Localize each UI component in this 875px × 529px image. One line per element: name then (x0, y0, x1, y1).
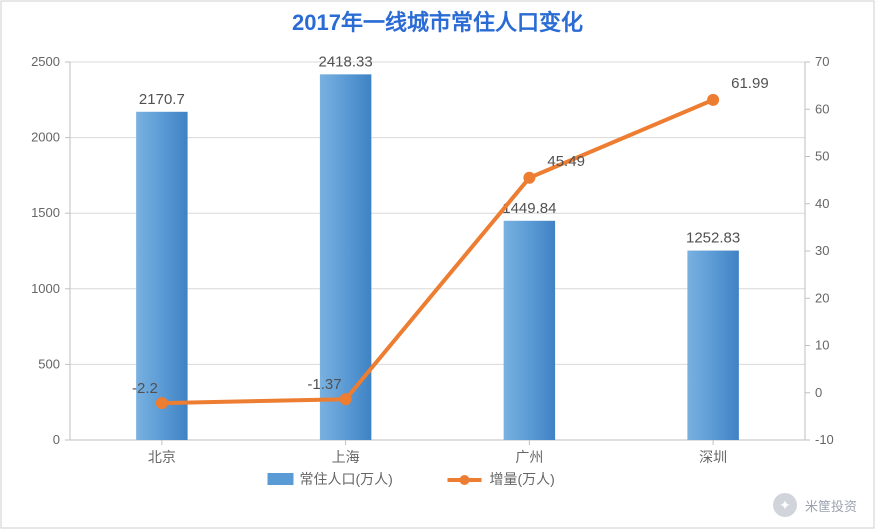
y-left-tick: 1500 (31, 205, 60, 220)
y-right-tick: 20 (815, 290, 829, 305)
category-label: 北京 (148, 449, 176, 465)
y-left-tick: 2500 (31, 54, 60, 69)
y-right-tick: 0 (815, 385, 822, 400)
y-left-tick: 2000 (31, 130, 60, 145)
bar (504, 221, 555, 440)
y-right-tick: 50 (815, 149, 829, 164)
line-marker (707, 94, 719, 106)
line-label: -2.2 (132, 380, 158, 397)
y-right-tick: -10 (815, 432, 834, 447)
y-right-tick: 70 (815, 54, 829, 69)
y-right-tick: 60 (815, 101, 829, 116)
chart-container: 2017年一线城市常住人口变化 0 500 1000 1500 2000 2500 -10 0 1… (0, 0, 875, 529)
footer-text: 米筐投资 (805, 496, 857, 515)
y-right-tick: 30 (815, 243, 829, 258)
line-series (162, 100, 713, 403)
wechat-icon: ✦ (773, 493, 797, 517)
line-label: 45.49 (547, 153, 585, 170)
category-label: 上海 (332, 449, 360, 465)
y-left-tick: 1000 (31, 281, 60, 296)
footer-watermark: ✦ 米筐投资 (773, 493, 857, 517)
bar (687, 251, 738, 440)
line-marker (156, 397, 168, 409)
y-left-tick: 0 (53, 432, 60, 447)
category-label: 深圳 (699, 449, 727, 465)
line-marker (340, 393, 352, 405)
bar-label: 1252.83 (686, 230, 740, 247)
legend-bar-label: 常住人口(万人) (300, 471, 393, 487)
chart-title: 2017年一线城市常住人口变化 (292, 10, 583, 35)
legend: 常住人口(万人) 增量(万人) (268, 471, 555, 487)
line-marker (523, 172, 535, 184)
line-label: 61.99 (731, 75, 769, 92)
y-right-tick: 10 (815, 338, 829, 353)
y-right-tick: 40 (815, 196, 829, 211)
y-left-tick: 500 (38, 356, 60, 371)
bar-label: 2170.7 (139, 91, 185, 108)
legend-line-label: 增量(万人) (490, 471, 555, 487)
bar-label: 2418.33 (319, 53, 373, 70)
combo-chart: 2017年一线城市常住人口变化 0 500 1000 1500 2000 2500 -10 0 1… (0, 0, 875, 529)
category-label: 广州 (515, 449, 543, 465)
line-label: -1.37 (307, 376, 341, 393)
